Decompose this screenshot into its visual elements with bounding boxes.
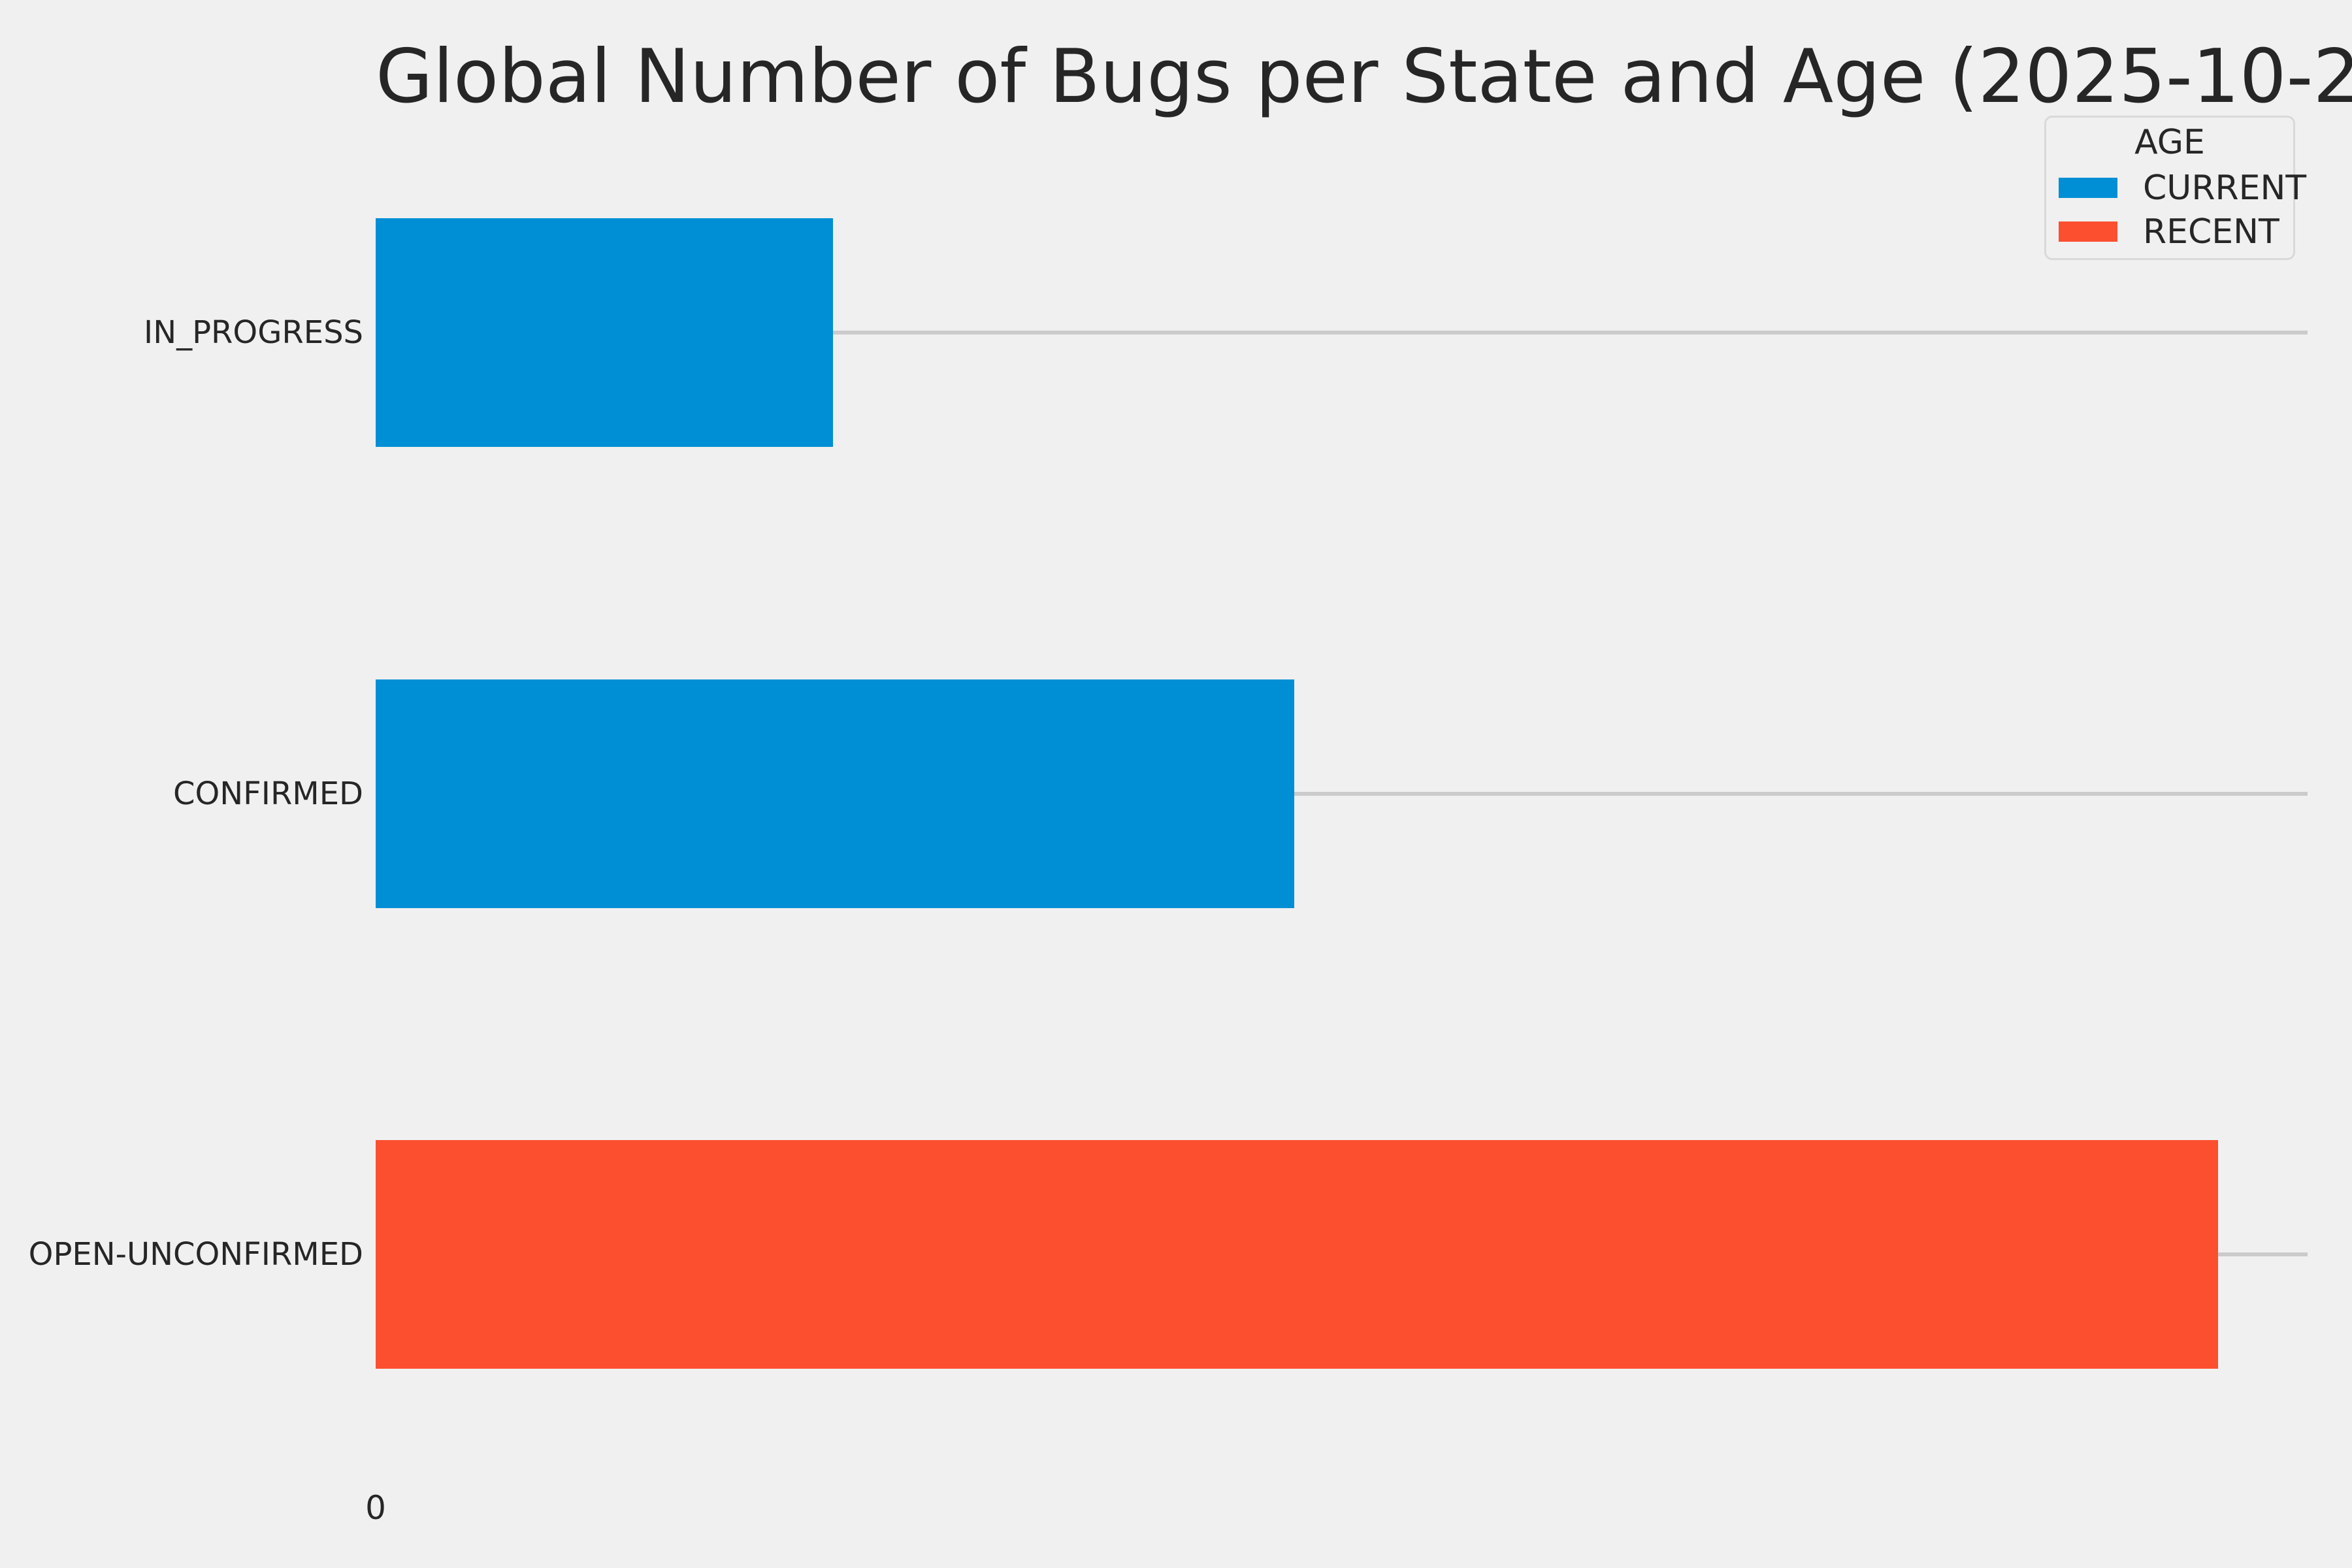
chart-title: Global Number of Bugs per State and Age … bbox=[376, 33, 2352, 120]
bar-confirmed bbox=[376, 679, 1294, 908]
y-tick-label-in-progress: IN_PROGRESS bbox=[144, 314, 363, 351]
bar-in-progress bbox=[376, 218, 833, 447]
y-tick-label-confirmed: CONFIRMED bbox=[172, 776, 363, 812]
legend-swatch-current bbox=[2059, 178, 2117, 198]
y-tick-label-open-unconfirmed: OPEN-UNCONFIRMED bbox=[28, 1236, 363, 1273]
legend-swatch-recent bbox=[2059, 221, 2117, 242]
legend-label-recent: RECENT bbox=[2143, 212, 2279, 252]
x-tick-label-zero: 0 bbox=[365, 1489, 386, 1527]
legend-title: AGE bbox=[2134, 123, 2205, 162]
plot-area bbox=[376, 102, 2308, 1485]
legend-box: AGE CURRENT RECENT bbox=[2044, 116, 2306, 260]
gridline-confirmed bbox=[376, 792, 2308, 796]
legend-label-current: CURRENT bbox=[2143, 169, 2307, 208]
gridline-in-progress bbox=[376, 331, 2308, 335]
bar-open-unconfirmed bbox=[376, 1140, 2218, 1369]
